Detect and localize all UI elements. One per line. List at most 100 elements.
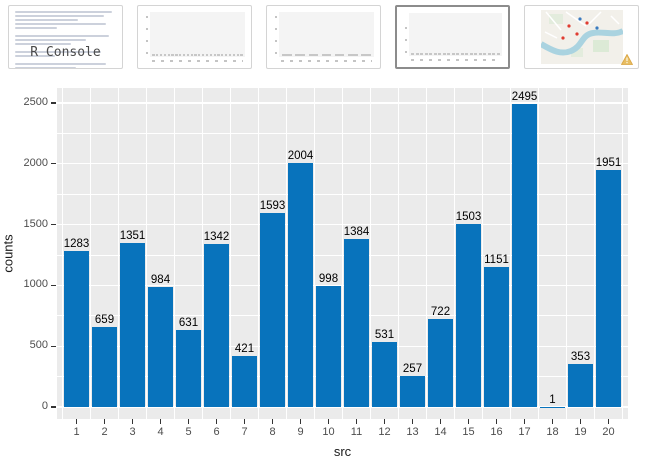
x-tick [327,419,330,424]
bar-src-7 [231,355,258,407]
plot-thumbnail-strip: R Console [0,0,672,70]
gridline-vertical [258,88,259,419]
mini-bar [347,54,359,57]
mini-bar [232,54,235,57]
bar-src-9 [287,163,314,407]
bar-src-12 [371,342,398,407]
y-tick [51,284,56,286]
mini-bar-chart [279,12,374,57]
y-tick [51,406,56,408]
bar-src-16 [483,267,510,407]
bar-value-label: 1503 [455,211,482,224]
gridline-vertical [342,88,343,419]
mini-bar [205,54,209,57]
mini-bar [152,54,155,57]
mini-bar [190,54,193,57]
x-tick-label: 2 [101,426,108,438]
mini-bar [228,54,232,57]
plot-panel: 1283 659 1351 984 631 1342 421 1593 2004 998 1384 5… [57,88,628,419]
mini-bar [320,54,332,57]
mini-bar [186,54,189,57]
x-tick-label: 15 [462,426,475,438]
x-tick [579,419,582,424]
gridline-vertical [62,88,63,419]
bar-value-label: 421 [234,342,255,355]
bar-value-label: 257 [402,362,423,375]
bar-value-label: 1283 [63,238,90,250]
thumbnail-r-console[interactable]: R Console [8,5,123,69]
mini-bar [240,54,243,57]
bar-value-label: 722 [430,306,451,319]
x-tick [551,419,554,424]
bar-value-label: 984 [150,274,171,287]
mini-bar [442,53,447,56]
x-tick [383,419,386,424]
bar-src-10 [315,285,342,407]
mini-bar [225,54,228,57]
x-tick-label: 7 [241,426,248,438]
x-tick-label: 20 [602,426,615,438]
x-tick [355,419,358,424]
bar-value-label: 2495 [511,90,538,103]
mini-bar [474,53,478,56]
x-tick [523,419,526,424]
mini-bar [159,54,163,57]
mini-bar [465,53,469,56]
thumbnail-plot-hourly[interactable] [137,5,252,69]
bar-value-label: 2004 [287,150,314,163]
mini-bar [194,54,197,57]
mini-bar [236,54,239,57]
mini-bar [213,54,216,57]
mini-y-axis-ticks [405,17,407,53]
gridline-vertical [510,88,511,419]
bar-value-label: 1151 [484,254,509,267]
thumbnail-plot-weekday[interactable] [266,5,381,69]
mini-bar [411,53,415,56]
y-tick [51,102,56,104]
gridline-vertical [174,88,175,419]
x-tick [187,419,190,424]
bar-src-6 [203,243,230,407]
mini-bar-chart [409,13,502,56]
mini-bar [171,54,174,57]
bar-value-label: 1 [549,393,556,406]
mini-bar [447,53,451,56]
bar-src-1 [63,251,90,407]
bar-src-3 [119,242,146,407]
mini-bar [360,54,372,57]
mini-bar [451,53,456,56]
x-tick-label: 5 [185,426,192,438]
gridline-vertical [594,88,595,419]
mini-bar-chart [150,12,245,57]
mini-bar [438,53,442,56]
bar-src-14 [427,319,454,407]
bar-src-5 [175,330,202,407]
bar-src-20 [595,169,622,407]
bar-value-label: 1351 [119,229,146,242]
y-tick-label: 2500 [23,96,48,108]
thumbnail-plot-src-selected[interactable] [395,5,510,69]
bar-src-13 [399,375,426,407]
gridline-vertical [566,88,567,419]
x-tick [215,419,218,424]
mini-bar [198,54,201,57]
gridline-vertical [398,88,399,419]
mini-bar [420,53,424,56]
bar-src-15 [455,224,482,407]
x-tick-label: 1 [73,426,80,438]
bar-value-label: 1593 [259,200,286,213]
mini-bar [429,53,433,56]
gridline-vertical [314,88,315,419]
bar-value-label: 1384 [343,225,370,238]
gridline-vertical [118,88,119,419]
x-tick [299,419,302,424]
x-tick-label: 14 [434,426,447,438]
thumbnail-map[interactable] [524,5,639,69]
mini-x-axis-ticks [281,60,372,62]
mini-bar [156,54,159,57]
bar-value-label: 531 [374,329,395,342]
mini-bar [415,53,420,56]
gridline-vertical [622,88,623,419]
bar-src-4 [147,287,174,407]
mini-bar [179,54,182,57]
